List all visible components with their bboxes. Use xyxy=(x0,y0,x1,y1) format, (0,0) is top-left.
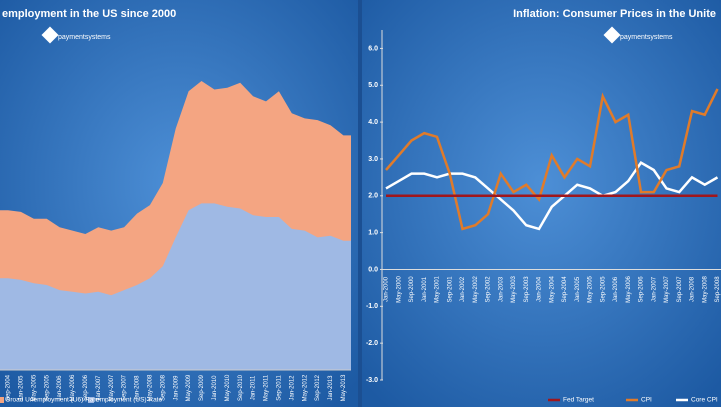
right-panel xyxy=(362,0,721,407)
x-tick-label: Sep-2009 xyxy=(199,374,205,401)
x-tick-label: Jan-2004 xyxy=(537,276,543,302)
x-tick-label: May-2012 xyxy=(302,374,308,401)
x-tick-label: May-2009 xyxy=(186,374,192,401)
legend-label: CPI xyxy=(641,397,652,404)
legend-swatch xyxy=(88,397,94,403)
x-tick-label: Jan-2002 xyxy=(460,276,466,302)
x-tick-label: Jan-2006 xyxy=(57,375,63,401)
y-tick-label: -3.0 xyxy=(366,377,378,384)
y-tick-label: 3.0 xyxy=(368,156,378,163)
x-tick-label: May-2004 xyxy=(549,275,555,302)
legend-label: Core CPI xyxy=(691,397,718,404)
x-tick-label: Sep-2008 xyxy=(160,374,166,401)
x-tick-label: May-2003 xyxy=(511,275,517,302)
x-tick-label: Jan-2007 xyxy=(651,276,657,302)
x-tick-label: Jan-2003 xyxy=(498,276,504,302)
x-tick-label: May-2005 xyxy=(31,374,37,401)
y-tick-label: 2.0 xyxy=(368,193,378,200)
x-tick-label: May-2002 xyxy=(473,275,479,302)
x-tick-label: Sep-2004 xyxy=(6,374,12,401)
x-tick-label: May-2007 xyxy=(109,374,115,401)
x-tick-label: Jan-2011 xyxy=(251,375,257,400)
y-tick-label: -1.0 xyxy=(366,303,378,310)
legend-swatch xyxy=(0,397,4,403)
x-tick-label: Jan-2013 xyxy=(328,375,334,401)
x-tick-label: Jan-2007 xyxy=(96,375,102,401)
chart-title: employment in the US since 2000 xyxy=(2,8,176,20)
x-tick-label: Jan-2010 xyxy=(212,375,218,401)
y-tick-label: 5.0 xyxy=(368,82,378,89)
x-tick-label: May-2008 xyxy=(702,275,708,302)
y-tick-label: -2.0 xyxy=(366,340,378,347)
line xyxy=(385,88,719,231)
x-tick-label: Jan-2006 xyxy=(613,276,619,302)
x-tick-label: Jan-2001 xyxy=(422,276,428,302)
x-tick-label: Sep-2007 xyxy=(122,374,128,401)
x-tick-label: Jan-2000 xyxy=(384,276,390,302)
x-tick-label: Sep-2000 xyxy=(409,276,415,303)
y-tick-label: 4.0 xyxy=(368,119,378,126)
x-tick-label: Sep-2003 xyxy=(524,276,530,303)
x-tick-label: Jan-2005 xyxy=(18,375,24,401)
x-tick-label: Sep-2002 xyxy=(486,276,492,303)
x-tick-label: Sep-2005 xyxy=(44,374,50,401)
x-tick-label: Sep-2008 xyxy=(715,276,721,303)
x-tick-label: May-2001 xyxy=(435,275,441,302)
legend-label: Fed Target xyxy=(563,397,594,404)
x-tick-label: Jan-2012 xyxy=(289,375,295,401)
x-tick-label: Jan-2008 xyxy=(135,375,141,401)
logo-icon xyxy=(603,26,621,44)
x-tick-label: Sep-2006 xyxy=(83,374,89,401)
logo-text: paymentsystems xyxy=(58,34,111,41)
x-tick-label: May-2006 xyxy=(70,374,76,401)
x-tick-label: May-2006 xyxy=(626,275,632,302)
legend-label: employment (US) Rate xyxy=(96,397,162,404)
x-tick-label: Sep-2006 xyxy=(639,276,645,303)
x-tick-label: May-2013 xyxy=(341,374,347,401)
x-tick-label: May-2000 xyxy=(396,275,402,302)
x-tick-label: Jan-2008 xyxy=(690,276,696,302)
x-tick-label: May-2007 xyxy=(664,275,670,302)
area xyxy=(0,203,351,370)
legend-label: Broad Unemployment (U6) Rate xyxy=(6,397,99,404)
y-tick-label: 1.0 xyxy=(368,229,378,236)
x-tick-label: May-2008 xyxy=(147,374,153,401)
x-tick-label: Sep-2007 xyxy=(677,276,683,303)
x-tick-label: Jan-2005 xyxy=(575,276,581,302)
x-tick-label: Sep-2005 xyxy=(600,276,606,303)
logo-text: paymentsystems xyxy=(620,34,673,41)
chart-title: Inflation: Consumer Prices in the Unite xyxy=(513,8,716,20)
y-tick-label: 0.0 xyxy=(368,266,378,273)
x-tick-label: Sep-2010 xyxy=(238,374,244,401)
x-tick-label: May-2005 xyxy=(588,275,594,302)
x-tick-label: May-2010 xyxy=(225,374,231,401)
x-tick-label: Sep-2011 xyxy=(276,375,282,401)
x-tick-label: Jan-2009 xyxy=(173,375,179,401)
x-tick-label: Sep-2012 xyxy=(315,374,321,401)
y-tick-label: 6.0 xyxy=(368,45,378,52)
x-tick-label: Sep-2001 xyxy=(447,276,453,303)
line xyxy=(385,160,719,231)
x-tick-label: Sep-2004 xyxy=(562,276,568,303)
x-tick-label: May-2011 xyxy=(264,374,270,401)
